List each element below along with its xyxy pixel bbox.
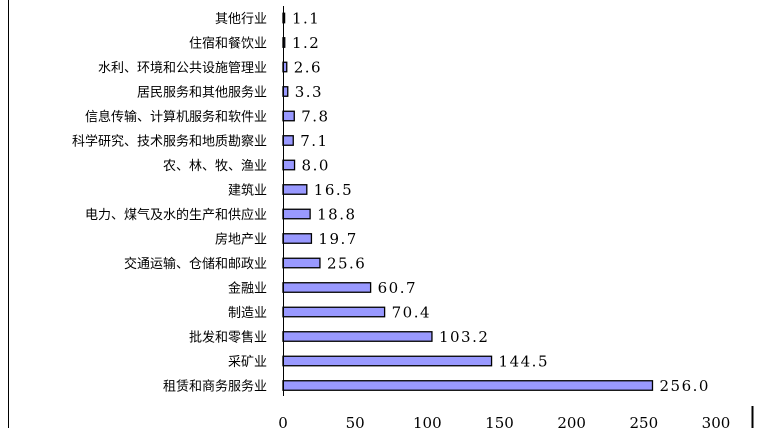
bar bbox=[282, 306, 386, 318]
category-label: 金融业 bbox=[228, 281, 267, 297]
category-labels: 其他行业住宿和餐饮业水利、环境和公共设施管理业居民服务和其他服务业信息传输、计算… bbox=[72, 12, 267, 395]
category-label: 建筑业 bbox=[228, 183, 267, 199]
x-tick-label: 150 bbox=[485, 414, 514, 432]
category-label: 批发和零售业 bbox=[189, 330, 267, 346]
bar bbox=[282, 135, 294, 146]
x-tick-label: 200 bbox=[557, 414, 586, 432]
bar bbox=[282, 159, 296, 171]
category-label: 住宿和餐饮业 bbox=[189, 36, 267, 52]
x-tick-label: 300 bbox=[702, 414, 731, 432]
x-tick-label: 100 bbox=[413, 414, 442, 432]
data-label: 70.4 bbox=[392, 304, 431, 322]
category-label: 水利、环境和公共设施管理业 bbox=[98, 61, 267, 76]
category-label: 租赁和商务服务业 bbox=[163, 379, 267, 395]
bar bbox=[282, 184, 308, 195]
category-label: 采矿业 bbox=[228, 355, 267, 370]
bar bbox=[282, 331, 433, 342]
data-label: 3.3 bbox=[295, 83, 323, 101]
bar bbox=[282, 208, 311, 220]
data-label: 7.1 bbox=[300, 132, 328, 150]
x-tick-label: 50 bbox=[346, 414, 365, 432]
category-label: 信息传输、计算机服务和软件业 bbox=[85, 109, 267, 125]
data-label: 1.1 bbox=[292, 10, 320, 28]
data-label: 7.8 bbox=[301, 108, 329, 126]
value-labels: 1.1 1.2 2.6 3.3 7.8 7.1 8.0 16.5 18.8 19.7 25.6 60.… bbox=[292, 10, 709, 396]
data-label: 256.0 bbox=[659, 377, 709, 395]
category-label: 居民服务和其他服务业 bbox=[137, 85, 267, 101]
category-label: 制造业 bbox=[228, 306, 267, 321]
category-label: 交通运输、仓储和邮政业 bbox=[124, 256, 267, 272]
bar bbox=[282, 233, 313, 244]
bar bbox=[282, 257, 321, 269]
data-label: 103.2 bbox=[439, 328, 489, 346]
bar bbox=[282, 355, 493, 367]
bar bbox=[282, 380, 654, 391]
x-tick-label: 250 bbox=[630, 414, 659, 432]
data-label: 18.8 bbox=[317, 206, 356, 224]
bars bbox=[282, 12, 654, 391]
bar bbox=[282, 282, 372, 293]
data-label: 2.6 bbox=[294, 59, 322, 77]
x-tick-label: 0 bbox=[278, 414, 288, 432]
category-label: 房地产业 bbox=[215, 232, 267, 248]
category-label: 其他行业 bbox=[215, 12, 267, 27]
data-label: 25.6 bbox=[327, 255, 366, 273]
x-tick-labels: 0 50 100 150 200 250 300 bbox=[278, 414, 730, 432]
data-label: 19.7 bbox=[318, 230, 357, 248]
category-label: 农、林、牧、渔业 bbox=[163, 159, 267, 174]
data-label: 60.7 bbox=[378, 279, 417, 297]
data-label: 16.5 bbox=[314, 181, 353, 199]
data-label: 8.0 bbox=[302, 157, 330, 175]
category-label: 科学研究、技术服务和地质勘察业 bbox=[72, 134, 267, 150]
data-label: 1.2 bbox=[292, 34, 320, 52]
category-label: 电力、煤气及水的生产和供应业 bbox=[85, 207, 267, 223]
bar bbox=[282, 110, 295, 122]
data-label: 144.5 bbox=[499, 353, 549, 371]
